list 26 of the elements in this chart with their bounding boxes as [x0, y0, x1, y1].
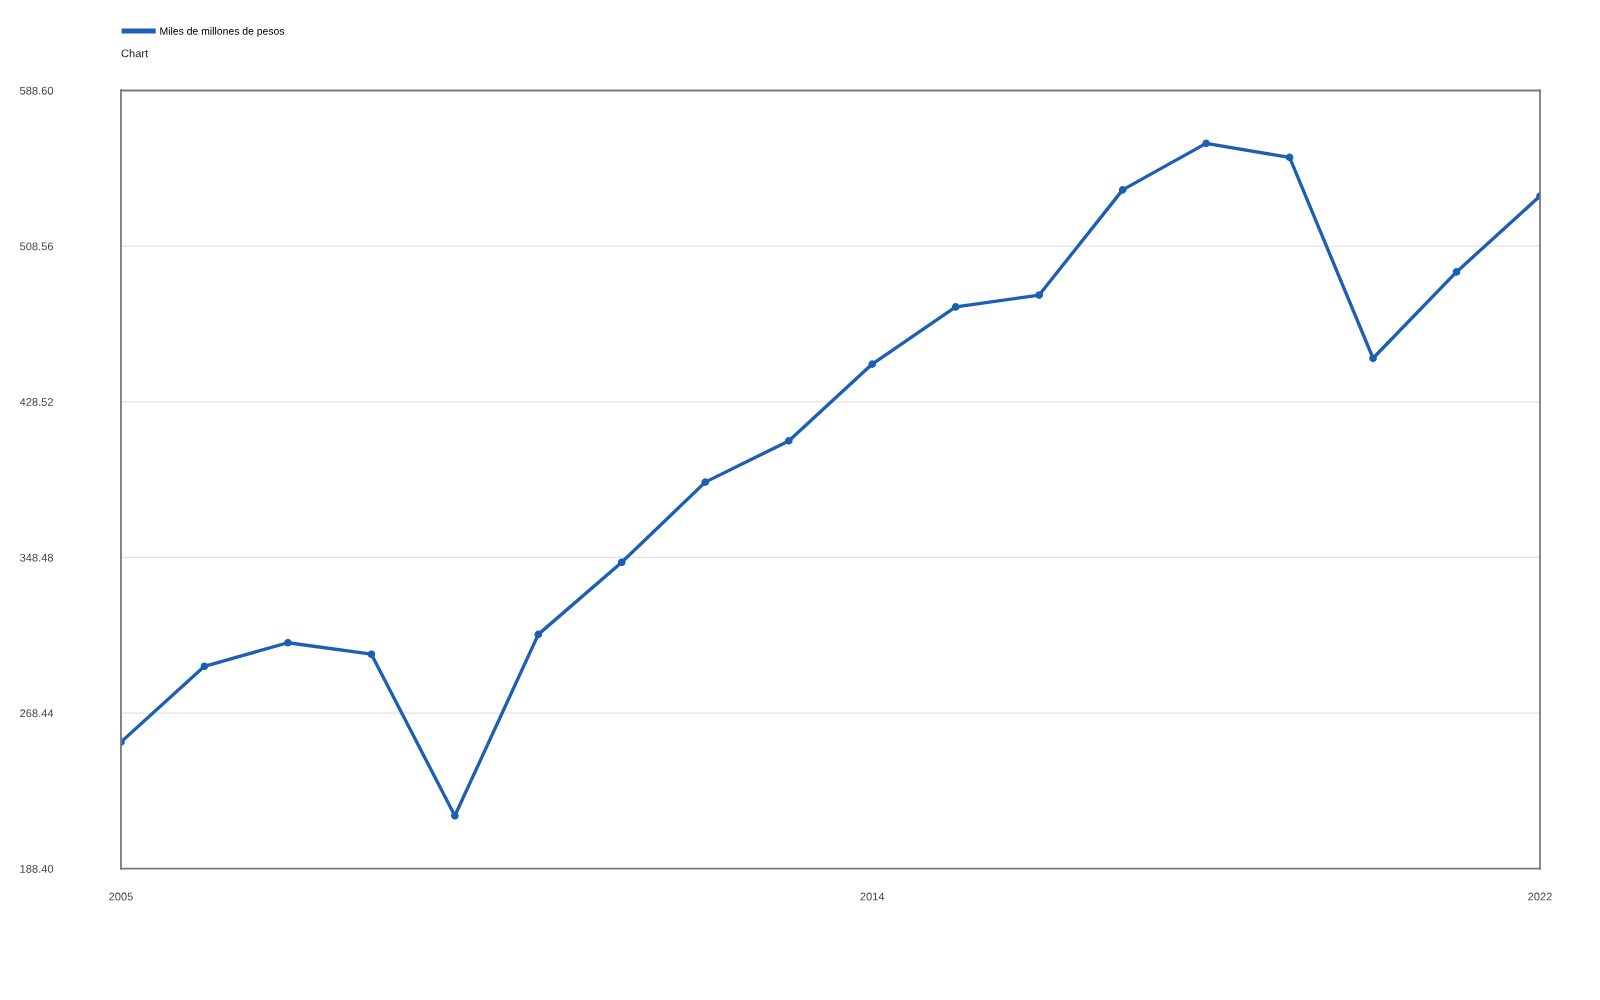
legend-label: Miles de millones de pesos [160, 27, 285, 37]
chart-title: Chart [121, 49, 149, 58]
y-tick-label: 508.56 [20, 242, 54, 251]
point [617, 558, 626, 567]
x-tick-label: 2005 [109, 892, 133, 901]
x-tick-label: 2022 [1528, 892, 1552, 901]
y-tick-label: 268.44 [20, 709, 54, 718]
point [1035, 291, 1043, 299]
point [1285, 153, 1294, 162]
point [367, 650, 376, 659]
point [1202, 139, 1210, 148]
point [1118, 186, 1127, 194]
y-tick-label: 188.40 [20, 864, 54, 873]
point [701, 478, 710, 486]
y-tick-label: 348.48 [19, 553, 54, 562]
point [1452, 268, 1461, 276]
x-tick-label: 2014 [860, 892, 885, 901]
point [951, 303, 960, 311]
point [284, 638, 292, 647]
point [534, 630, 543, 639]
point [1369, 354, 1377, 363]
point [868, 360, 877, 368]
point [200, 662, 209, 671]
y-tick-label: 428.52 [19, 398, 53, 406]
point [784, 437, 793, 445]
y-tick-label: 588.60 [20, 86, 54, 95]
